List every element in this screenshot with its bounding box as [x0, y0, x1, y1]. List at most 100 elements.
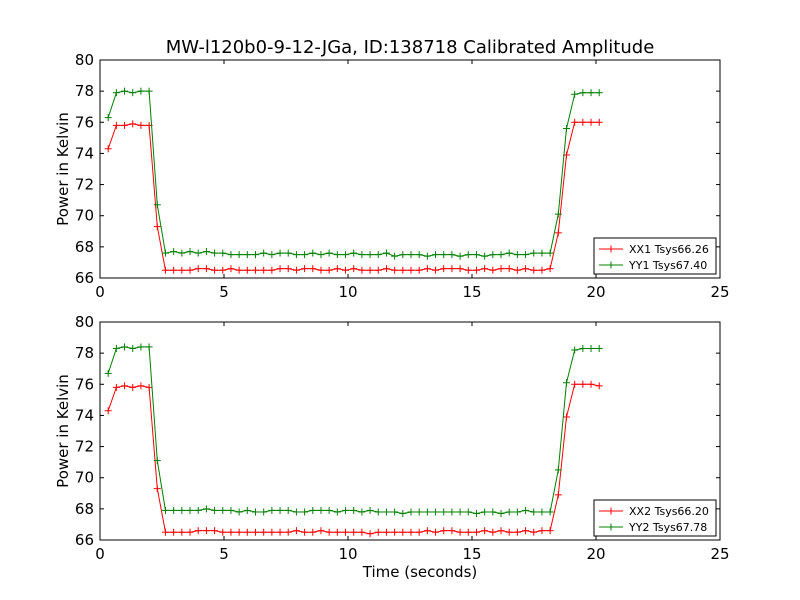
- data-point: [571, 90, 579, 98]
- data-point: [546, 265, 554, 273]
- data-point: [382, 265, 390, 273]
- y-tick-label: 74: [75, 144, 94, 162]
- data-point: [186, 248, 194, 256]
- data-point: [317, 527, 325, 535]
- data-point: [350, 265, 358, 273]
- data-point: [186, 528, 194, 536]
- data-point: [284, 528, 292, 536]
- data-point: [358, 508, 366, 516]
- data-point: [497, 265, 505, 273]
- data-point: [489, 508, 497, 516]
- y-tick-label: 66: [75, 531, 94, 549]
- data-point: [121, 343, 129, 351]
- data-point: [530, 508, 538, 516]
- data-point: [104, 407, 112, 415]
- data-point: [489, 528, 497, 536]
- data-point: [554, 466, 562, 474]
- data-point: [579, 89, 587, 97]
- x-tick-label: 5: [219, 283, 229, 301]
- data-point: [301, 265, 309, 273]
- data-point: [251, 266, 259, 274]
- data-point: [505, 265, 513, 273]
- data-point: [137, 343, 145, 351]
- data-point: [284, 249, 292, 257]
- subplots: 0 5 10 15 20 25 66 68 70 72 74 76 78 80 Power in Kelvi…: [54, 51, 730, 581]
- plot-frame: [99, 321, 721, 541]
- data-point: [301, 528, 309, 536]
- data-point: [432, 266, 440, 274]
- y-tick-label: 66: [75, 269, 94, 287]
- y-tick-label: 72: [75, 438, 94, 456]
- x-tick-label: 15: [462, 545, 481, 563]
- series-1: [104, 380, 603, 538]
- data-point: [407, 266, 415, 274]
- data-point: [186, 506, 194, 514]
- data-point: [587, 344, 595, 352]
- data-point: [538, 266, 546, 274]
- x-tick-label: 10: [338, 283, 357, 301]
- data-point: [309, 265, 317, 273]
- x-tick-label: 20: [586, 283, 605, 301]
- data-point: [104, 114, 112, 122]
- data-point: [309, 249, 317, 257]
- data-point: [391, 528, 399, 536]
- data-point: [243, 266, 251, 274]
- data-point: [513, 266, 521, 274]
- y-tick-label: 68: [75, 500, 94, 518]
- data-point: [243, 251, 251, 259]
- data-point: [554, 229, 562, 237]
- data-point: [407, 528, 415, 536]
- data-point: [505, 508, 513, 516]
- data-point: [382, 528, 390, 536]
- data-point: [464, 508, 472, 516]
- data-point: [153, 457, 161, 465]
- data-point: [251, 528, 259, 536]
- data-point: [333, 508, 341, 516]
- data-point: [571, 346, 579, 354]
- data-point: [595, 118, 603, 126]
- data-point: [227, 528, 235, 536]
- data-point: [235, 508, 243, 516]
- data-point: [374, 266, 382, 274]
- data-point: [292, 266, 300, 274]
- data-point: [448, 508, 456, 516]
- data-point: [202, 527, 210, 535]
- data-point: [112, 383, 120, 391]
- series-1: [104, 118, 603, 274]
- data-point: [481, 527, 489, 535]
- y-tick-label: 74: [75, 406, 94, 424]
- x-tick-label: 15: [462, 283, 481, 301]
- data-point: [358, 528, 366, 536]
- data-point: [235, 528, 243, 536]
- data-point: [153, 201, 161, 209]
- data-point: [112, 89, 120, 97]
- data-point: [178, 249, 186, 257]
- data-point: [366, 266, 374, 274]
- data-point: [505, 249, 513, 257]
- data-point: [415, 266, 423, 274]
- data-point: [472, 251, 480, 259]
- data-point: [407, 251, 415, 259]
- x-tick-label: 25: [710, 545, 729, 563]
- data-point: [211, 506, 219, 514]
- data-point: [440, 251, 448, 259]
- data-point: [374, 508, 382, 516]
- data-point: [358, 251, 366, 259]
- data-point: [530, 528, 538, 536]
- data-point: [538, 527, 546, 535]
- data-point: [137, 121, 145, 129]
- data-point: [587, 380, 595, 388]
- data-point: [342, 266, 350, 274]
- data-point: [399, 251, 407, 259]
- data-point: [423, 508, 431, 516]
- data-point: [178, 528, 186, 536]
- data-point: [202, 248, 210, 256]
- data-point: [325, 506, 333, 514]
- data-point: [595, 344, 603, 352]
- x-tick-label: 0: [95, 283, 105, 301]
- data-point: [211, 266, 219, 274]
- data-point: [235, 251, 243, 259]
- legend-entry: YY2 Tsys67.78: [599, 521, 707, 534]
- data-point: [530, 249, 538, 257]
